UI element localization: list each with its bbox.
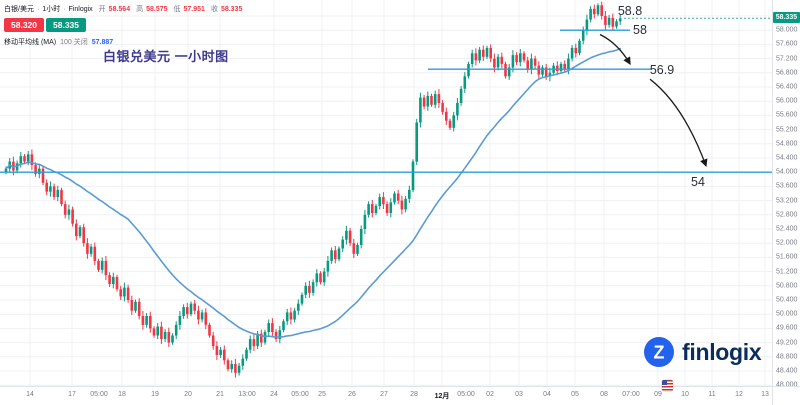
indicator-value: 57.887 [91,39,114,46]
time-axis-label: 02 [486,391,494,398]
time-axis-label: 05:00 [291,391,309,398]
price-axis-label: 54.800 [776,140,798,148]
time-axis-label: 11 [708,391,716,398]
candles-layer [4,1,622,378]
time-axis-label: 13:00 [238,391,256,398]
price-axis-label: 50.800 [776,282,798,290]
indicator-legend[interactable]: 移动平均线 (MA) 100 关闭 57.887 [4,37,242,47]
chart-title-annotation[interactable]: 白银兑美元 一小时图 [103,49,229,64]
time-axis-label: 25 [318,391,326,398]
flag-canton [662,380,667,385]
time-axis-label: 12 [735,391,743,398]
quote-buttons: 58.320 58.335 [4,18,242,32]
trend-arrows[interactable] [599,33,708,168]
indicator-name: 移动平均线 (MA) [4,39,57,46]
symbol-name[interactable]: 白银/美元 [4,6,34,13]
time-axis[interactable]: 14 17 05:00 18 19 20 21 13:00 24 05:00 25 26 27 28 12月… [0,386,772,405]
level-lines[interactable] [0,29,772,173]
low-label: 低 [173,6,181,13]
low-value: 57.951 [183,6,205,13]
separator: · [36,6,40,13]
buy-button[interactable]: 58.335 [46,18,86,32]
price-axis-label: 51.600 [776,253,798,261]
high-label: 高 [136,6,144,13]
separator: · [63,6,66,13]
price-axis-label: 55.200 [776,126,798,134]
close-label: 收 [210,6,218,13]
time-axis-label: 05 [571,391,579,398]
finlogix-logo-text: finlogix [682,338,762,365]
price-axis-label: 48.800 [776,353,798,361]
us-flag-icon [662,380,673,391]
price-axis-label: 52.800 [776,211,798,219]
finlogix-logo: Z finlogix [644,337,762,367]
sell-button[interactable]: 58.320 [4,18,44,32]
time-axis-label: 03 [515,391,523,398]
price-axis-label: 49.600 [776,324,798,332]
time-axis-label: 21 [216,391,224,398]
time-axis-label: 09 [654,391,662,398]
price-axis-label: 50.400 [776,296,798,304]
price-axis-label: 56.800 [776,69,798,77]
ma-line[interactable] [5,47,622,338]
price-axis-label: 49.200 [776,339,798,347]
time-axis-label: 08 [600,391,608,398]
finlogix-logo-mark-icon: Z [644,337,674,367]
time-axis-label: 12月 [434,393,450,400]
symbol-info-row: 白银/美元 · 1小时 · Finlogix 开 58.564 高 58.575… [4,4,242,14]
provider-label: Finlogix [68,6,93,13]
price-axis-label: 56.400 [776,83,798,91]
axis-corner [772,386,800,405]
price-axis-label: 53.600 [776,182,798,190]
price-axis-label: 55.600 [776,111,798,119]
price-axis-label: 52.400 [776,225,798,233]
interval-label[interactable]: 1小时 [42,6,61,13]
price-axis-label: 52.000 [776,239,798,247]
price-axis-label: 48.400 [776,367,798,375]
open-label: 开 [98,6,106,13]
svg-text:Z: Z [654,343,665,363]
time-axis-label: 17 [68,391,76,398]
price-axis-label: 53.200 [776,197,798,205]
time-axis-label: 26 [348,391,356,398]
time-axis-label: 13 [761,391,769,398]
time-axis-label: 04 [543,391,551,398]
time-axis-label: 14 [26,391,34,398]
indicator-params: 100 关闭 [60,39,88,46]
open-value: 58.564 [108,6,131,13]
price-axis[interactable]: 58.335 58.40058.00057.60057.20056.80056.… [772,0,800,389]
current-price-tag: 58.335 [773,12,800,24]
price-axis-label: 54.000 [776,168,798,176]
price-axis-label: 56.000 [776,97,798,105]
time-axis-label: 05:00 [90,391,108,398]
price-axis-label: 58.000 [776,26,798,34]
price-axis-label: 54.400 [776,154,798,162]
price-axis-label: 48.000 [776,382,797,389]
price-axis-label: 57.600 [776,40,798,48]
candlestick-chart[interactable] [0,0,772,386]
price-axis-label: 50.000 [776,310,798,318]
time-axis-label: 27 [380,391,388,398]
time-axis-label: 10 [681,391,689,398]
time-axis-label: 28 [410,391,418,398]
projection-arrow [599,33,631,66]
chart-header-widget: 白银/美元 · 1小时 · Finlogix 开 58.564 高 58.575… [4,4,242,47]
time-axis-label: 18 [118,391,126,398]
time-axis-label: 19 [151,391,159,398]
time-axis-label: 20 [184,391,192,398]
projection-arrow [649,78,708,168]
time-axis-label: 05:00 [457,391,475,398]
high-value: 58.575 [146,6,168,13]
price-axis-label: 51.200 [776,268,798,276]
price-axis-label: 57.200 [776,55,798,63]
close-value: 58.335 [220,6,243,13]
time-axis-label: 24 [270,391,278,398]
time-axis-label: 07:00 [622,391,640,398]
